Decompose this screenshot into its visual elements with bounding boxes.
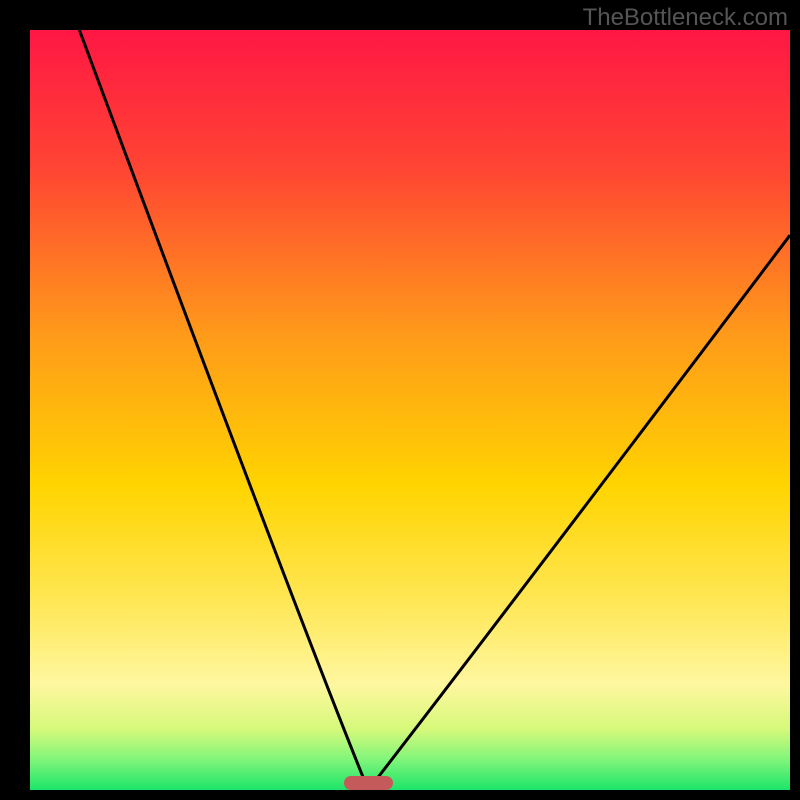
plot-area — [30, 30, 790, 790]
curve-path — [79, 30, 790, 790]
watermark-text: TheBottleneck.com — [583, 4, 788, 32]
bottleneck-curve — [30, 30, 790, 790]
optimal-marker — [344, 776, 393, 790]
chart-frame: TheBottleneck.com — [0, 0, 800, 800]
